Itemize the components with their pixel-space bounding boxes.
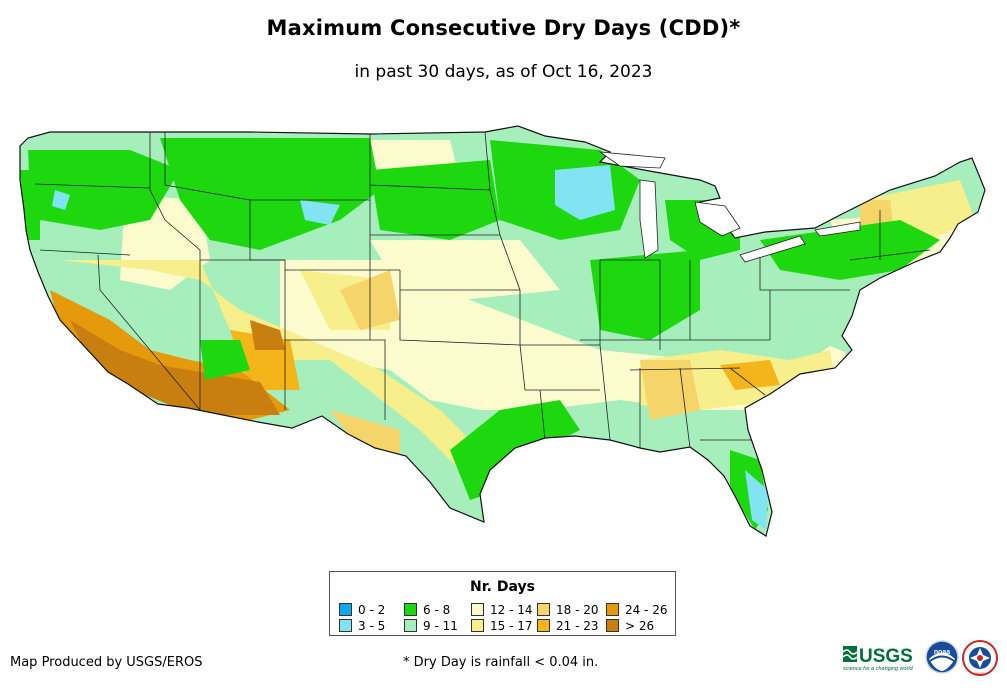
noaa-logo-text: noaa bbox=[934, 649, 950, 656]
noaa-logo: noaa bbox=[925, 640, 959, 674]
legend-title: Nr. Days bbox=[470, 579, 535, 595]
legend-label: 9 - 11 bbox=[423, 619, 458, 633]
legend-label: > 26 bbox=[625, 619, 655, 633]
dry-day-footnote: * Dry Day is rainfall < 0.04 in. bbox=[403, 655, 599, 670]
legend-swatch bbox=[606, 619, 619, 632]
legend-label: 3 - 5 bbox=[358, 619, 386, 633]
map-title: Maximum Consecutive Dry Days (CDD)* bbox=[266, 16, 741, 40]
legend-swatch bbox=[537, 619, 550, 632]
legend-item: 21 - 23 bbox=[537, 619, 599, 632]
great-lakes bbox=[598, 151, 861, 263]
legend: Nr. Days 0 - 2 3 - 5 6 - 8 9 - 11 12 - 1… bbox=[329, 571, 676, 636]
legend-label: 18 - 20 bbox=[556, 603, 599, 617]
legend-item: 12 - 14 bbox=[471, 603, 533, 616]
nws-logo: NWS bbox=[962, 640, 998, 676]
legend-item: 6 - 8 bbox=[404, 603, 450, 616]
legend-item: > 26 bbox=[606, 619, 654, 632]
legend-swatch bbox=[339, 619, 352, 632]
legend-label: 21 - 23 bbox=[556, 619, 599, 633]
legend-swatch bbox=[537, 603, 550, 616]
usgs-logo-text: USGS bbox=[859, 646, 913, 667]
usgs-tagline: science for a changing world bbox=[843, 666, 914, 672]
legend-swatch bbox=[471, 603, 484, 616]
legend-item: 3 - 5 bbox=[339, 619, 385, 632]
map-credit: Map Produced by USGS/EROS bbox=[10, 655, 203, 670]
legend-swatch bbox=[471, 619, 484, 632]
nws-logo-text: NWS bbox=[975, 671, 985, 676]
legend-item: 0 - 2 bbox=[339, 603, 385, 616]
legend-item: 18 - 20 bbox=[537, 603, 599, 616]
dry-days-surface bbox=[20, 126, 985, 536]
legend-swatch bbox=[339, 603, 352, 616]
legend-label: 24 - 26 bbox=[625, 603, 668, 617]
legend-item: 9 - 11 bbox=[404, 619, 458, 632]
usgs-logo: USGS science for a changing world bbox=[843, 646, 914, 672]
legend-swatch bbox=[606, 603, 619, 616]
us-cdd-map bbox=[19, 125, 986, 537]
map-subtitle: in past 30 days, as of Oct 16, 2023 bbox=[354, 62, 653, 82]
legend-swatch bbox=[404, 603, 417, 616]
legend-label: 6 - 8 bbox=[423, 603, 451, 617]
legend-label: 0 - 2 bbox=[358, 603, 386, 617]
legend-label: 15 - 17 bbox=[490, 619, 533, 633]
legend-swatch bbox=[404, 619, 417, 632]
legend-item: 15 - 17 bbox=[471, 619, 533, 632]
legend-label: 12 - 14 bbox=[490, 603, 533, 617]
legend-item: 24 - 26 bbox=[606, 603, 668, 616]
